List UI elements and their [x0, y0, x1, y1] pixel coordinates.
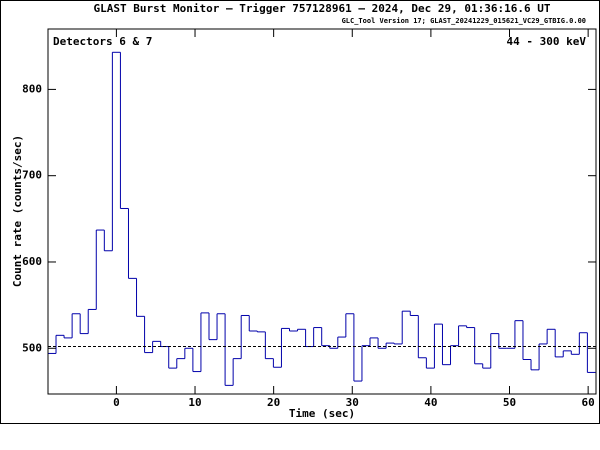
x-tick-label: 20: [267, 396, 280, 409]
x-tick-label: 60: [582, 396, 595, 409]
y-axis-label: Count rate (counts/sec): [11, 135, 24, 287]
subtitle: GLC_Tool Version 17; GLAST_20241229_0156…: [342, 17, 586, 25]
x-tick-label: 30: [346, 396, 359, 409]
x-tick-label: 0: [113, 396, 120, 409]
y-tick-label: 800: [22, 82, 42, 95]
y-tick-label: 600: [22, 255, 42, 268]
y-tick-label: 700: [22, 169, 42, 182]
y-tick-label: 500: [22, 341, 42, 354]
plot-frame: [47, 28, 597, 395]
frame: [0, 0, 600, 424]
chart-title: GLAST Burst Monitor – Trigger 757128961 …: [94, 2, 551, 15]
annotation: 44 - 300 keV: [507, 35, 587, 48]
x-tick-label: 10: [188, 396, 201, 409]
x-tick-label: 40: [424, 396, 437, 409]
x-axis-label: Time (sec): [289, 407, 355, 420]
x-tick-label: 50: [503, 396, 516, 409]
annotation: Detectors 6 & 7: [53, 35, 152, 48]
